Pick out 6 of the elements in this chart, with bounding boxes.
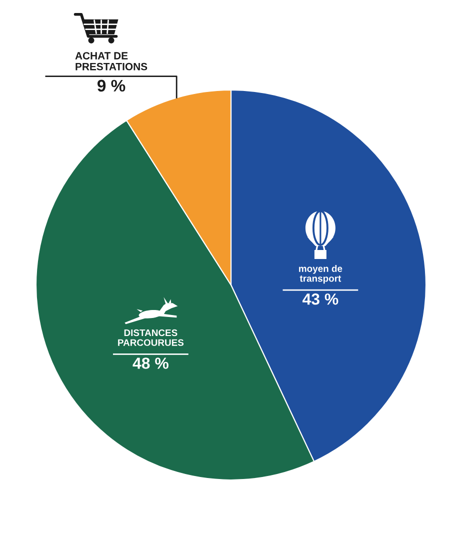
data-label: 48 %: [132, 358, 168, 369]
slice-label: DISTANCES PARCOURUES: [118, 329, 184, 346]
data-label: 9 %: [97, 80, 126, 92]
slice-label: ACHAT DE PRESTATIONS: [75, 52, 148, 70]
data-label: 43 %: [302, 293, 338, 305]
slice-label: moyen de transport: [299, 265, 342, 284]
